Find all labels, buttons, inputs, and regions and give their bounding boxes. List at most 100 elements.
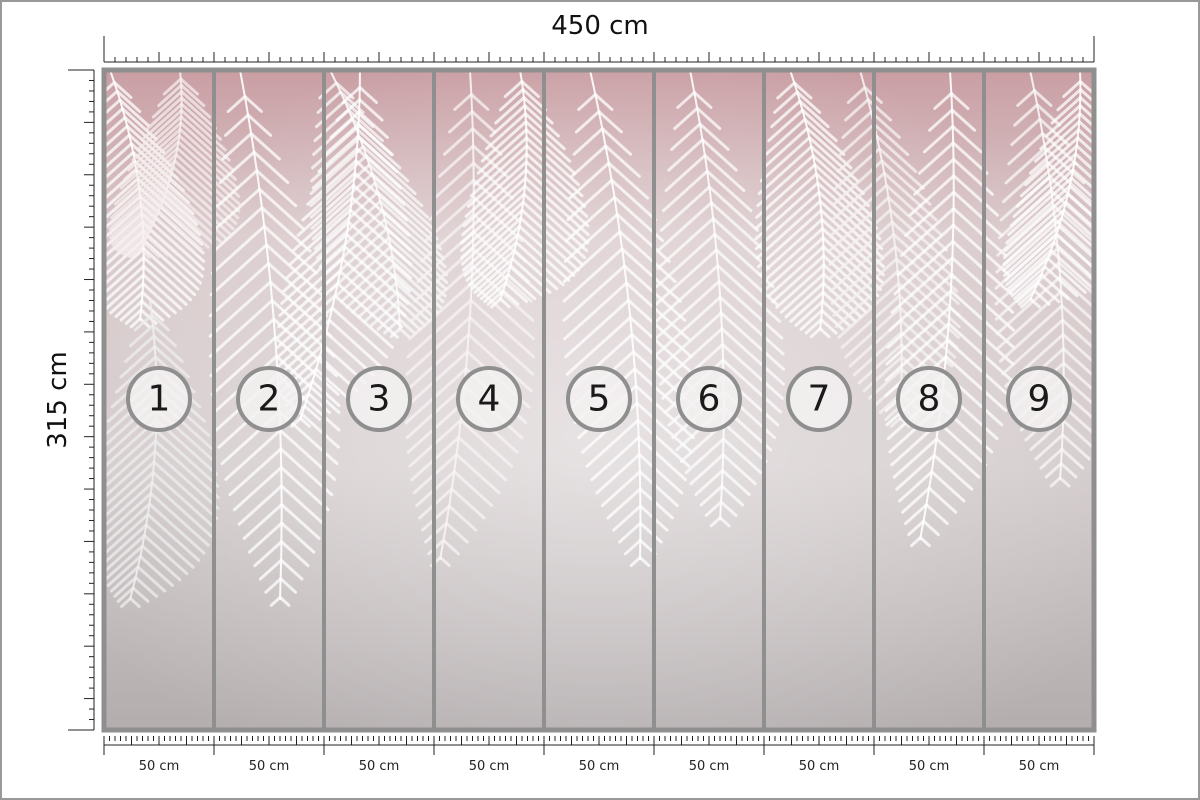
feather-leaflet: [459, 418, 514, 468]
feather-leaflet: [106, 555, 142, 587]
feather-leaflet: [463, 224, 521, 277]
feather-leaflet: [1017, 289, 1036, 306]
feather-leaflet: [467, 241, 518, 287]
feather-leaflet: [595, 453, 641, 495]
feather-leaflet: [358, 86, 378, 104]
feather-leaflet: [351, 184, 411, 237]
feather-leaflet: [904, 190, 956, 237]
feather-leaflet: [309, 145, 365, 195]
feather-leaflet: [307, 392, 332, 415]
feather-leaflet: [784, 281, 825, 319]
feather-leaflet: [498, 297, 511, 309]
feather-leaflet: [447, 504, 478, 532]
feather-leaflet: [277, 331, 328, 377]
feather-leaflet: [208, 299, 274, 358]
feather-leaflet: [483, 281, 508, 304]
feather-leaflet: [279, 540, 310, 568]
feather-leaflet: [180, 96, 217, 130]
feather-leaflet: [758, 218, 824, 277]
feather-leaflet: [888, 272, 954, 332]
feather-leaflet: [757, 145, 813, 195]
feather-leaflet: [433, 161, 476, 200]
feather-leaflet: [695, 106, 722, 131]
feather-leaflet: [761, 227, 825, 284]
feather-leaflet: [523, 184, 590, 245]
feather-leaflet: [119, 345, 157, 379]
feather-leaflet: [335, 98, 362, 122]
feather-leaflet: [1039, 447, 1064, 470]
feather-leaflet: [525, 144, 584, 198]
feather-leaflet: [114, 209, 161, 251]
feather-leaflet: [703, 154, 746, 193]
feather-leaflet: [910, 536, 922, 548]
feather-leaflet: [460, 200, 525, 260]
feather-leaflet: [104, 534, 146, 574]
total-width: 450 cm: [551, 11, 649, 41]
feather-leaflet: [838, 122, 876, 157]
feather-leaflet: [141, 273, 183, 311]
feather-leaflet: [950, 108, 977, 132]
feather-leaflet: [1044, 462, 1063, 479]
feather-leaflet: [900, 207, 956, 257]
feather-leaflet: [466, 152, 529, 208]
feather-leaflet: [658, 327, 724, 386]
feather-leaflet: [151, 222, 187, 255]
feather-leaflet: [1019, 144, 1079, 198]
feather-leaflet: [1003, 224, 1061, 277]
feather-leaflet: [1056, 246, 1094, 283]
feather-leaflet: [280, 503, 321, 540]
panel-number: 9: [1028, 379, 1051, 420]
feather-leaflet: [803, 117, 846, 156]
feather-leaflet: [1062, 361, 1094, 393]
feather-leaflet: [113, 576, 138, 598]
feather-leaflet: [711, 217, 771, 270]
feather-leaflet: [476, 128, 528, 175]
feather-leaflet: [525, 136, 581, 187]
feather-leaflet: [585, 418, 640, 468]
feather-leaflet: [280, 245, 347, 305]
feather-leaflet: [922, 124, 955, 154]
feather-leaflet: [1049, 249, 1094, 291]
feather-leaflet: [636, 418, 691, 468]
feather-leaflet: [119, 222, 155, 255]
feather-leaflet: [209, 243, 268, 297]
feather-leaflet: [610, 178, 657, 222]
feather-leaflet: [720, 327, 785, 386]
feather-leaflet: [1005, 184, 1072, 245]
feather-leaflet: [1050, 96, 1082, 125]
feather-leaflet: [597, 110, 623, 134]
feather-leaflet: [347, 220, 413, 280]
feather-leaflet: [904, 503, 928, 526]
feather-leaflet: [247, 521, 284, 554]
feather-leaflet: [334, 245, 393, 298]
feather-leaflet: [709, 201, 765, 252]
feather-leaflet: [350, 196, 412, 252]
feather-leaflet: [523, 104, 560, 138]
feather-leaflet: [111, 153, 178, 213]
feather-leaflet: [146, 513, 201, 562]
feather-leaflet: [1059, 462, 1078, 479]
feather-leaflet: [127, 121, 183, 172]
feather-leaflet: [637, 453, 684, 495]
feather-leaflet: [1076, 136, 1094, 155]
feather-leaflet: [314, 99, 347, 129]
feather-leaflet: [1001, 160, 1049, 204]
feather-leaflet: [208, 261, 271, 318]
feather-leaflet: [153, 450, 220, 510]
feather-leaflet: [721, 469, 751, 496]
feather-leaflet: [438, 556, 451, 568]
feather-leaflet: [1006, 249, 1053, 291]
feather-leaflet: [338, 269, 404, 329]
feather-leaflet: [279, 577, 298, 594]
feather-leaflet: [590, 436, 641, 482]
feather-leaflet: [917, 141, 955, 175]
feather-leaflet: [141, 282, 177, 315]
feather-leaflet: [1007, 176, 1073, 237]
feather-leaflet: [709, 516, 722, 528]
feather-leaflet: [951, 223, 1011, 277]
feather-leaflet: [280, 521, 316, 554]
feather-leaflet: [837, 282, 901, 339]
feather-leaflet: [159, 203, 210, 249]
feather-leaflet: [574, 110, 601, 134]
